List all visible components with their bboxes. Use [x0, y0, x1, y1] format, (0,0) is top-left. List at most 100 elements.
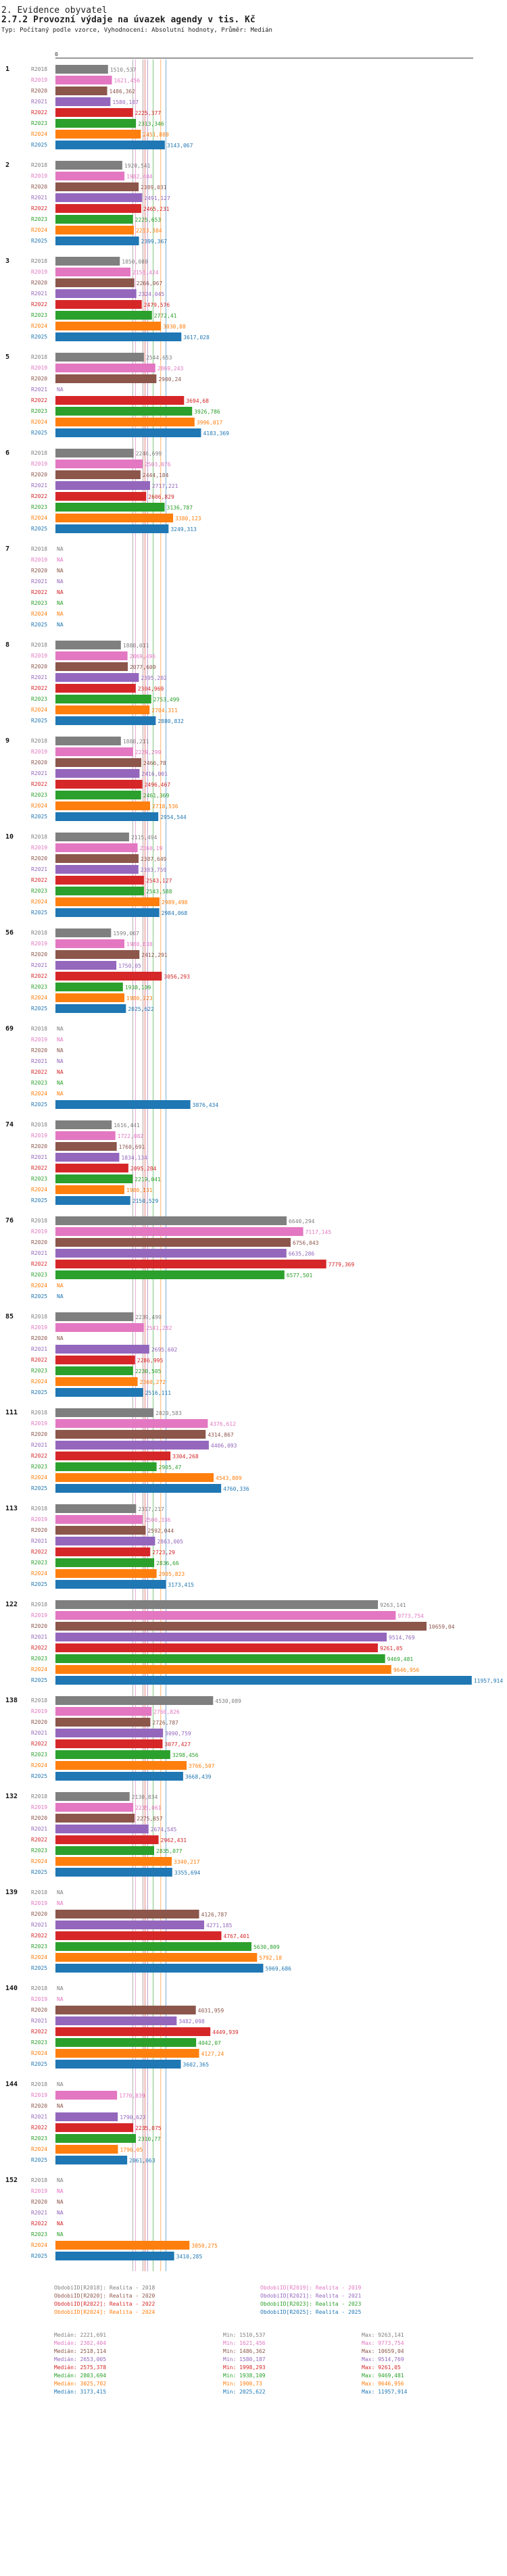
series-label: R2022 — [31, 1261, 47, 1267]
bar-9-R2023 — [55, 791, 141, 799]
bar-9-R2025 — [55, 812, 159, 821]
bar-10-R2019 — [55, 843, 138, 852]
chart-note: Typ: Počítaný podle vzorce, Vyhodnocení:… — [1, 27, 272, 34]
series-label: R2022 — [31, 1645, 47, 1651]
data-label: 1850,089 — [122, 259, 148, 265]
stat-median-R2025: Medián: 3173,415 — [54, 2389, 107, 2395]
na-label: NA — [57, 1900, 64, 1906]
bar-138-R2023 — [55, 1750, 170, 1759]
data-label: 2869,243 — [158, 366, 184, 372]
stat-median-R2020: Medián: 2518,114 — [54, 2348, 107, 2354]
series-label: R2019 — [31, 653, 47, 659]
bar-8-R2024 — [55, 705, 150, 714]
category-label-69: 69 — [5, 1025, 14, 1033]
data-label: 4127,24 — [201, 2051, 224, 2057]
data-label: 2704,311 — [151, 708, 178, 714]
series-label: R2022 — [31, 1549, 47, 1555]
series-label: R2019 — [31, 1133, 47, 1139]
bar-74-R2019 — [55, 1131, 116, 1140]
na-label: NA — [57, 2177, 64, 2183]
bar-138-R2018 — [55, 1696, 214, 1705]
bar-122-R2020 — [55, 1622, 427, 1631]
bar-3-R2024 — [55, 322, 162, 330]
bar-3-R2020 — [55, 278, 135, 287]
series-label: R2022 — [31, 397, 47, 403]
series-label: R2025 — [31, 1581, 47, 1587]
series-label: R2019 — [31, 365, 47, 371]
series-label: R2025 — [31, 238, 47, 244]
series-label: R2024 — [31, 227, 47, 233]
series-label: R2019 — [31, 1324, 47, 1331]
series-label: R2024 — [31, 803, 47, 809]
series-label: R2021 — [31, 1154, 47, 1160]
bar-1-R2022 — [55, 108, 133, 117]
na-label: NA — [57, 557, 64, 563]
bar-74-R2023 — [55, 1174, 133, 1183]
data-label: 3355,694 — [174, 1870, 201, 1876]
data-label: 4406,093 — [211, 1443, 237, 1449]
series-label: R2025 — [31, 1773, 47, 1779]
series-label: R2022 — [31, 109, 47, 116]
series-label: R2018 — [31, 354, 47, 360]
data-label: 2500,336 — [145, 1517, 171, 1523]
na-label: NA — [57, 600, 64, 606]
series-label: R2018 — [31, 1793, 47, 1800]
category-label-139: 139 — [5, 1889, 18, 1896]
series-label: R2018 — [31, 1218, 47, 1224]
series-label: R2025 — [31, 1006, 47, 1012]
na-label: NA — [57, 546, 64, 552]
series-label: R2025 — [31, 142, 47, 148]
data-label: 2820,583 — [155, 1410, 182, 1416]
series-label: R2019 — [31, 1037, 47, 1043]
data-label: 2962,431 — [161, 1837, 187, 1843]
category-label-56: 56 — [5, 929, 14, 937]
data-label: 2310,77 — [138, 2136, 161, 2142]
bar-74-R2024 — [55, 1185, 124, 1194]
stat-min-R2020: Min: 1486,362 — [223, 2348, 266, 2354]
data-label: 2905,47 — [159, 1464, 182, 1470]
series-label: R2020 — [31, 1335, 47, 1341]
series-label: R2018 — [31, 2081, 47, 2087]
series-label: R2024 — [31, 1954, 47, 1960]
series-label: R2018 — [31, 450, 47, 456]
data-label: 1880,011 — [123, 643, 149, 649]
bar-5-R2019 — [55, 364, 155, 372]
stat-max-R2022: Max: 9261,05 — [362, 2364, 401, 2371]
na-label: NA — [57, 2081, 64, 2087]
category-label-8: 8 — [5, 641, 9, 649]
bar-9-R2019 — [55, 747, 133, 756]
series-label: R2024 — [31, 2146, 47, 2152]
bar-10-R2024 — [55, 897, 160, 906]
data-label: 2150,529 — [132, 1198, 159, 1204]
data-label: 2479,576 — [144, 302, 170, 308]
data-label: 2753,499 — [153, 697, 180, 703]
bar-9-R2021 — [55, 769, 140, 778]
data-label: 2863,005 — [157, 1539, 183, 1545]
data-label: 2077,609 — [130, 664, 156, 670]
bar-85-R2021 — [55, 1345, 149, 1354]
stat-min-R2022: Min: 1998,293 — [223, 2364, 266, 2371]
data-label: 2156,424 — [132, 270, 159, 276]
series-label: R2024 — [31, 2242, 47, 2248]
data-label: 3298,456 — [172, 1752, 199, 1758]
data-label: 2772,41 — [154, 313, 177, 319]
stat-max-R2023: Max: 9469,481 — [362, 2373, 404, 2379]
series-label: R2021 — [31, 387, 47, 393]
data-label: 2313,346 — [138, 121, 164, 127]
series-label: R2020 — [31, 856, 47, 862]
data-label: 9263,141 — [380, 1602, 406, 1608]
category-label-9: 9 — [5, 737, 9, 745]
data-label: 3410,285 — [176, 2254, 203, 2260]
stat-max-R2018: Max: 9263,141 — [362, 2332, 404, 2338]
series-label: R2022 — [31, 2221, 47, 2227]
series-label: R2019 — [31, 1996, 47, 2002]
bar-139-R2021 — [55, 1921, 204, 1929]
bar-56-R2021 — [55, 961, 117, 970]
stat-median-R2022: Medián: 2575,378 — [54, 2364, 107, 2371]
series-label: R2024 — [31, 1187, 47, 1193]
category-label-152: 152 — [5, 2177, 18, 2184]
data-label: 2069,496 — [130, 653, 156, 660]
series-label: R2025 — [31, 1101, 47, 1108]
data-label: 2266,067 — [137, 280, 163, 287]
bar-144-R2025 — [55, 2156, 128, 2164]
